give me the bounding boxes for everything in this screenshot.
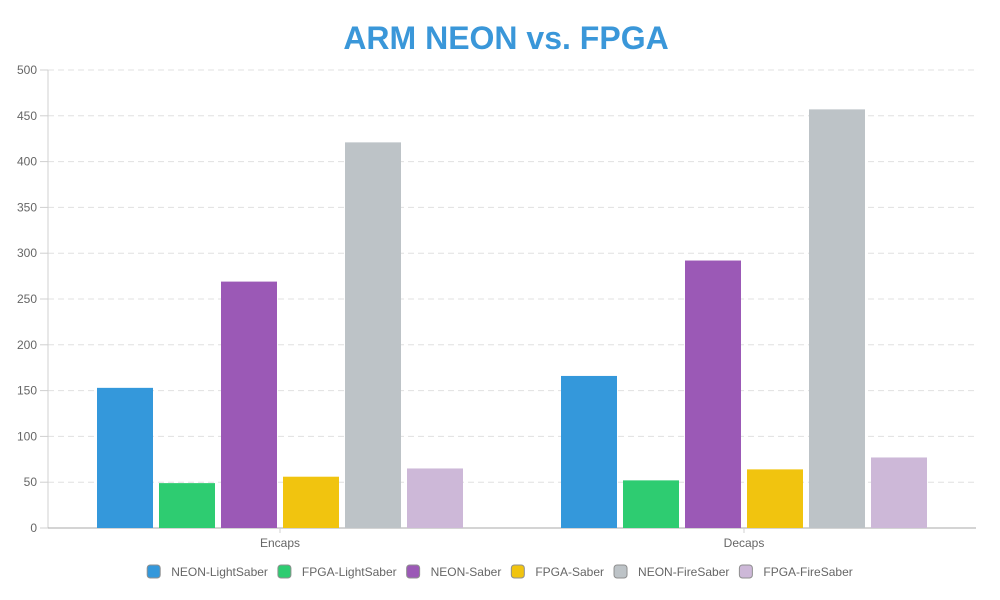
y-tick-label: 250 <box>17 292 37 306</box>
grid-lines <box>48 69 976 483</box>
legend-label: NEON-LightSaber <box>171 565 268 579</box>
bar-fpga-saber-decaps[interactable] <box>747 469 803 528</box>
legend-label: NEON-Saber <box>431 565 502 579</box>
legend-item-neon-firesaber[interactable]: NEON-FireSaber <box>613 564 729 579</box>
legend-swatch <box>277 564 292 579</box>
y-tick-label: 0 <box>30 521 37 535</box>
legend-swatch <box>738 564 753 579</box>
bars <box>97 109 927 528</box>
x-tick-label: Encaps <box>260 536 300 550</box>
bar-neon-saber-decaps[interactable] <box>685 260 741 528</box>
bar-neon-firesaber-decaps[interactable] <box>809 109 865 528</box>
legend-item-neon-saber[interactable]: NEON-Saber <box>406 564 502 579</box>
chart-title: ARM NEON vs. FPGA <box>343 20 668 56</box>
legend-label: FPGA-FireSaber <box>763 565 852 579</box>
bar-neon-lightsaber-decaps[interactable] <box>561 375 617 528</box>
legend-swatch <box>613 564 628 579</box>
y-tick-label: 500 <box>17 63 37 77</box>
bar-fpga-saber-encaps[interactable] <box>283 476 339 528</box>
legend: NEON-LightSaber FPGA-LightSaber NEON-Saber… <box>146 564 853 579</box>
y-tick-label: 200 <box>17 338 37 352</box>
legend-swatch <box>406 564 421 579</box>
y-tick-label: 50 <box>24 475 38 489</box>
x-tick-label: Decaps <box>724 536 765 550</box>
y-tick-label: 300 <box>17 246 37 260</box>
bar-fpga-firesaber-decaps[interactable] <box>871 457 927 528</box>
y-tick-label: 100 <box>17 429 37 443</box>
bar-fpga-lightsaber-decaps[interactable] <box>623 480 679 528</box>
legend-label: FPGA-LightSaber <box>302 565 397 579</box>
legend-swatch <box>146 564 161 579</box>
bar-neon-lightsaber-encaps[interactable] <box>97 387 153 528</box>
bar-neon-firesaber-encaps[interactable] <box>345 142 401 528</box>
legend-item-neon-lightsaber[interactable]: NEON-LightSaber <box>146 564 268 579</box>
x-tick-labels: Encaps Decaps <box>260 536 764 550</box>
bar-fpga-lightsaber-encaps[interactable] <box>159 483 215 528</box>
y-tick-label: 350 <box>17 200 37 214</box>
y-tick-label: 150 <box>17 384 37 398</box>
legend-label: FPGA-Saber <box>535 565 604 579</box>
bar-neon-saber-encaps[interactable] <box>221 281 277 528</box>
bar-fpga-firesaber-encaps[interactable] <box>407 468 463 528</box>
legend-item-fpga-lightsaber[interactable]: FPGA-LightSaber <box>277 564 397 579</box>
legend-label: NEON-FireSaber <box>638 565 729 579</box>
legend-swatch <box>510 564 525 579</box>
legend-item-fpga-saber[interactable]: FPGA-Saber <box>510 564 604 579</box>
y-tick-label: 400 <box>17 155 37 169</box>
legend-item-fpga-firesaber[interactable]: FPGA-FireSaber <box>738 564 853 579</box>
y-tick-label: 450 <box>17 109 37 123</box>
